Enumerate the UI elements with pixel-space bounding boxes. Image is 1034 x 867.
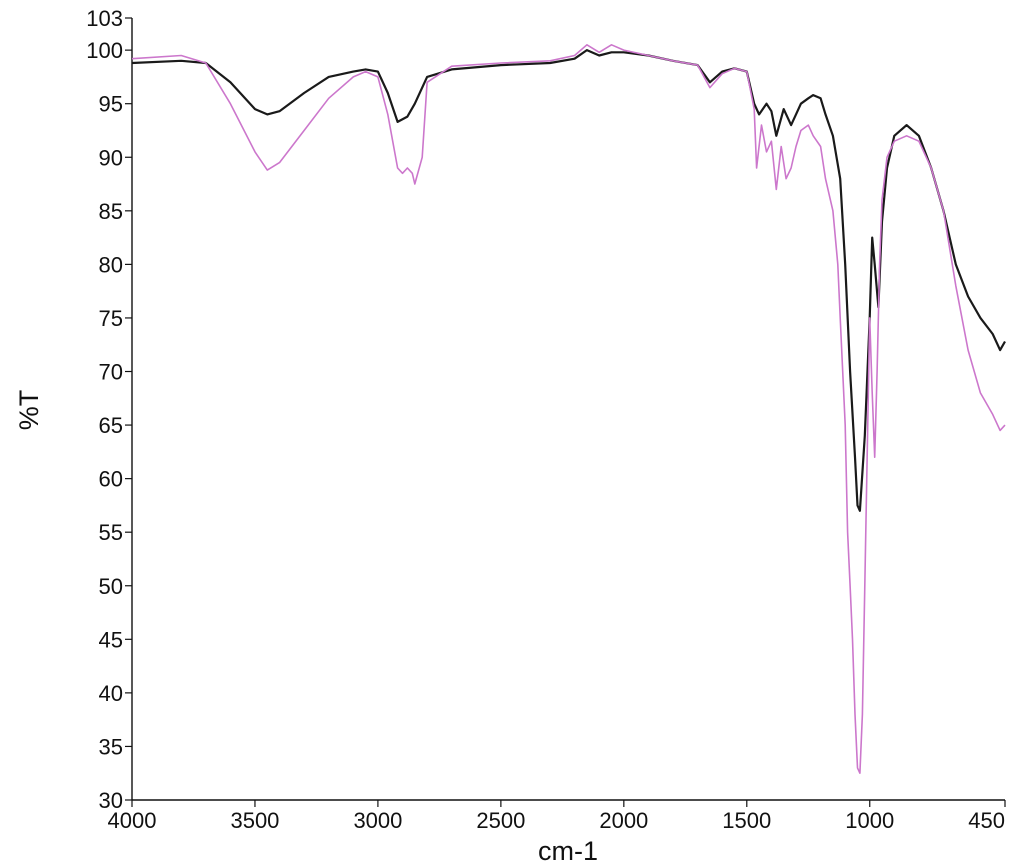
x-tick-label: 3000 bbox=[353, 808, 402, 833]
y-tick-label: 55 bbox=[99, 520, 123, 545]
x-tick-label: 2500 bbox=[476, 808, 525, 833]
x-tick-label: 2000 bbox=[599, 808, 648, 833]
y-tick-label: 100 bbox=[86, 38, 123, 63]
x-tick-label: 3500 bbox=[230, 808, 279, 833]
series-layer bbox=[131, 43, 1006, 775]
y-tick-label: 45 bbox=[99, 627, 123, 652]
y-tick-label: 75 bbox=[99, 306, 123, 331]
y-ticks: 30 35 40 45 50 55 60 65 70 75 80 85 90 95 100 103 bbox=[86, 6, 132, 813]
y-tick-label: 50 bbox=[99, 574, 123, 599]
y-tick-label: 65 bbox=[99, 413, 123, 438]
y-tick-label: 103 bbox=[86, 6, 123, 31]
x-tick-label: 4000 bbox=[108, 808, 157, 833]
y-tick-label: 35 bbox=[99, 734, 123, 759]
y-tick-label: 85 bbox=[99, 199, 123, 224]
x-tick-label: 1000 bbox=[845, 808, 894, 833]
y-axis-title: %T bbox=[14, 390, 44, 431]
x-ticks: 4000 3500 3000 2500 2000 1500 1000 450 bbox=[108, 800, 1006, 833]
x-tick-label: 1500 bbox=[722, 808, 771, 833]
y-tick-label: 60 bbox=[99, 467, 123, 492]
y-tick-label: 90 bbox=[99, 145, 123, 170]
x-tick-label: 450 bbox=[968, 808, 1005, 833]
y-tick-label: 40 bbox=[99, 681, 123, 706]
axes bbox=[131, 18, 1005, 801]
y-tick-label: 80 bbox=[99, 252, 123, 277]
y-tick-label: 95 bbox=[99, 92, 123, 117]
x-axis-title: cm-1 bbox=[538, 836, 598, 866]
series-line-1 bbox=[131, 48, 1006, 512]
y-tick-label: 30 bbox=[99, 788, 123, 813]
series-line-2 bbox=[131, 43, 1006, 775]
y-tick-label: 70 bbox=[99, 360, 123, 385]
